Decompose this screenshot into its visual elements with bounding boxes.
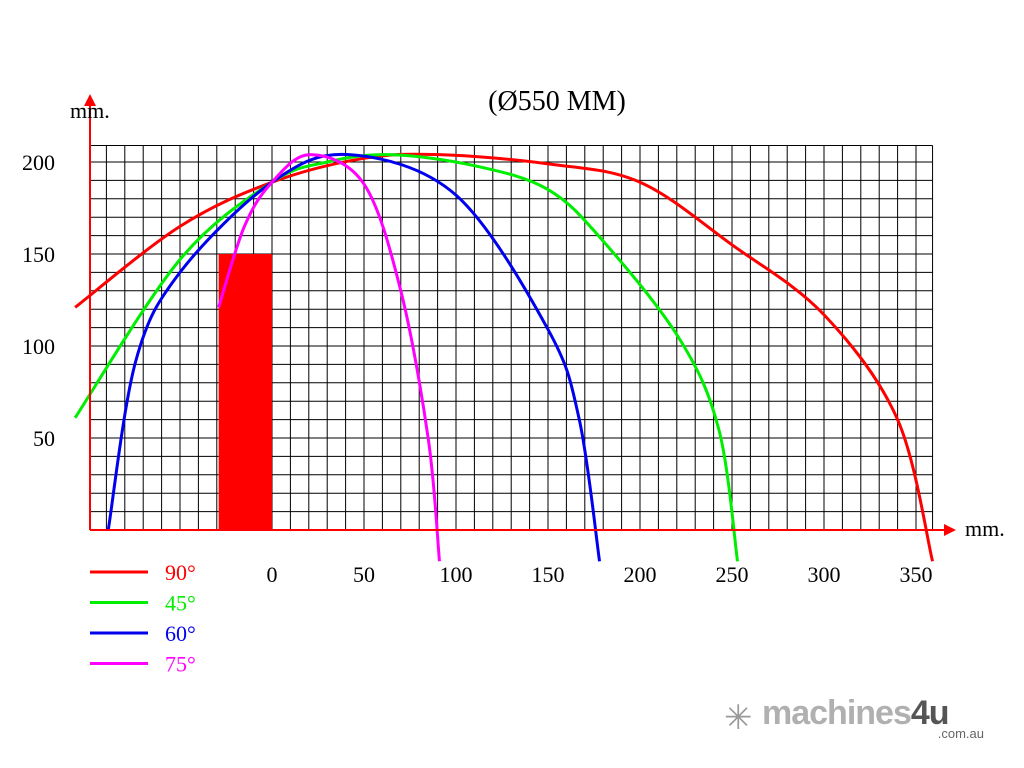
x-tick-label: 150	[532, 562, 565, 587]
series-line-60deg	[106, 152, 602, 562]
legend-label: 60°	[165, 621, 196, 646]
logo-domain: .com.au	[937, 726, 984, 741]
series-group	[73, 152, 935, 562]
legend-label: 75°	[165, 652, 196, 677]
logo-text: machines	[762, 694, 912, 732]
x-tick-label: 0	[267, 562, 278, 587]
x-tick-label: 100	[440, 562, 473, 587]
y-axis-arrow	[84, 94, 96, 106]
snowflake-icon: ✳	[724, 700, 753, 737]
series-line-45deg	[73, 153, 740, 562]
y-tick-label: 50	[33, 426, 55, 451]
red-rectangle	[218, 254, 272, 530]
legend: 90° 45° 60° 75°	[90, 560, 196, 677]
legend-label: 45°	[165, 591, 196, 616]
series-line-90deg	[74, 152, 935, 562]
x-tick-label: 200	[624, 562, 657, 587]
legend-label: 90°	[165, 560, 196, 585]
x-tick-label: 50	[353, 562, 375, 587]
x-axis-arrow	[944, 524, 956, 536]
logo-text-accent: 4u	[910, 694, 950, 732]
x-axis-label: mm.	[965, 516, 1005, 541]
axes	[84, 94, 956, 536]
y-axis-label: mm.	[70, 98, 110, 123]
x-tick-label: 350	[900, 562, 933, 587]
tick-labels: 0 50 100 150 200 250 300 350 50 100 150 200	[22, 150, 933, 587]
y-tick-label: 200	[22, 150, 55, 175]
x-tick-label: 250	[716, 562, 749, 587]
y-tick-label: 100	[22, 334, 55, 359]
series-line-75deg	[217, 153, 441, 562]
chart-title: (Ø550 MM)	[488, 86, 626, 117]
y-tick-label: 150	[22, 242, 55, 267]
x-tick-label: 300	[808, 562, 841, 587]
machines4u-logo: ✳ machines4u .com.au	[724, 694, 994, 744]
grid	[89, 144, 934, 530]
